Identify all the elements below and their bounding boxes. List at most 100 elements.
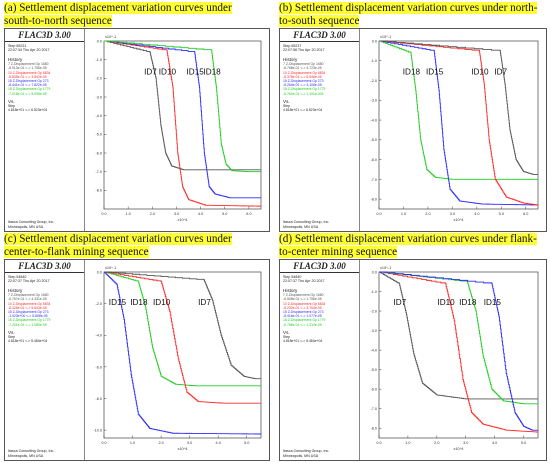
history-15-range: -8.264e-01 <-> 3.106e-05: [283, 83, 322, 88]
logo-divider: [5, 272, 84, 273]
annotation-id15: ID15: [187, 68, 205, 77]
x-tick-label: 2.0: [158, 441, 163, 445]
history-10-label: 10 Z-Displacement Gp 6834: [283, 301, 326, 306]
annotation-id10: ID10: [159, 68, 177, 77]
flac-window: FLAC3D 3.00 Step 65231 22:07:34 Thu Apr …: [4, 28, 270, 232]
annotation-id15: ID15: [484, 298, 502, 307]
series-id18: [379, 40, 538, 180]
footer-location: Minneapolis, MN USA: [283, 453, 319, 458]
x-tick-label: 3.0: [174, 212, 179, 216]
history-18-label: 18 Z-Displacement Gp 1779: [283, 87, 326, 92]
y-tick-label: -7.0: [95, 170, 102, 174]
history-10-range: -8.835e-01 <-> 3.842e-05: [8, 74, 47, 79]
step-text: Step 65231: [8, 44, 27, 48]
x-tick-label: 2.0: [425, 212, 430, 216]
series-id15: [379, 271, 538, 431]
x-tick-label: 5.0: [244, 441, 249, 445]
history-15-label: 15 Z-Displacement Gp 273: [283, 79, 324, 84]
history-7-label: 7 Z-Displacement Gp 1680: [283, 62, 324, 67]
step-label: Step: [8, 104, 15, 109]
time-text: 22:07:34 Thu Apr 20 2017: [8, 48, 50, 53]
y-tick-label: -5.0: [95, 133, 102, 137]
y-tick-label: -7.0: [370, 178, 377, 182]
vs-label: Vs.: [283, 98, 290, 104]
annotation-id7: ID7: [494, 68, 507, 77]
y-axis-multiplier: x10^-1: [380, 35, 391, 39]
x-tick-label: 6.0: [246, 212, 251, 216]
x-axis-multiplier: x10^4: [177, 218, 187, 222]
history-15-range: -8.416e-01 <-> 1.077e-05: [283, 314, 322, 319]
annotation-id10: ID10: [471, 68, 489, 77]
panel-title: (b) Settlement displacement variation cu…: [279, 2, 538, 27]
y-tick-label: -4.0: [95, 334, 102, 338]
y-tick-label: -6.0: [95, 151, 102, 155]
series-id15: [104, 271, 262, 435]
y-tick-label: -8.0: [95, 189, 102, 193]
x-tick-label: 0.0: [376, 441, 381, 445]
footer-location: Minneapolis, MN USA: [283, 224, 319, 229]
y-tick-label: -2.0: [95, 302, 102, 306]
series-id15: [379, 40, 539, 206]
series-id10: [379, 40, 539, 206]
x-tick-label: 2.0: [150, 212, 155, 216]
x-axis-multiplier: x10^4: [453, 447, 463, 451]
logo-divider: [5, 41, 84, 42]
panel-title: (c) Settlement displacement variation cu…: [4, 233, 232, 258]
x-tick-label: 4.0: [474, 212, 479, 216]
x-tick-label: 5.0: [222, 212, 227, 216]
history-7-range: -6.913e-01 <-> 1.756e-05: [8, 66, 47, 71]
series-id7: [379, 271, 538, 400]
y-tick-label: -1.0: [370, 290, 377, 294]
time-text: 22:07:37 Thu Apr 20 2017: [8, 279, 50, 284]
footer: Itasca Consulting Group, Inc. Minneapoli…: [8, 220, 54, 229]
history-18-range: -6.762e-01 <-> 1.151e-004: [283, 91, 324, 96]
chart-plot: 0.0 -2.0 -4.0 -6.0 -8.0 -10.0 0.0 1.0 2.0 3.0 4.0 5…: [93, 266, 262, 451]
history-18-label: 18 Z-Displacement Gp 1779: [8, 318, 51, 323]
history-7-label: 7 Z-Displacement Gp 1680: [8, 293, 49, 298]
history-7-range: -6.768e-01 <-> 4.723e-05: [283, 66, 322, 71]
vs-label: Vs.: [8, 329, 15, 335]
vs-label: Vs.: [283, 329, 290, 335]
annotation-id10: ID10: [437, 298, 455, 307]
history-15-label: 15 Z-Displacement Gp 273: [8, 310, 49, 315]
y-tick-label: -2.0: [370, 309, 377, 313]
series-id7: [379, 40, 538, 175]
panel-title-line2: south-to-north sequence: [4, 14, 112, 27]
x-tick-label: 1.0: [126, 212, 131, 216]
history-7-label: 7 Z-Displacement Gp 1680: [8, 62, 49, 67]
x-axis-multiplier: x10^4: [453, 218, 463, 222]
step-text: Step 54840: [283, 275, 302, 279]
y-tick-label: -3.0: [370, 99, 377, 103]
history-label: History: [283, 56, 298, 62]
history-18-range: -6.786e-01 <-> 1.210e-05: [283, 322, 322, 327]
annotation-id7: ID7: [393, 298, 406, 307]
footer-location: Minneapolis, MN USA: [8, 224, 44, 229]
history-18-range: -7.018e-01 <-> 5.098e-05: [8, 91, 47, 96]
step-label: Step: [283, 335, 290, 340]
x-tick-label: 3.0: [187, 441, 192, 445]
footer-company: Itasca Consulting Group, Inc.: [8, 220, 55, 225]
flac-window: FLAC3D 3.00 Step 65237 22:07:58 Thu Apr …: [279, 28, 547, 232]
step-label: Step: [8, 335, 15, 340]
series-id18: [379, 271, 538, 405]
history-18-label: 18 Z-Displacement Gp 1779: [283, 318, 326, 323]
y-tick-label: -8.0: [370, 427, 377, 431]
panel-title-line1: (d) Settlement displacement variation cu…: [279, 233, 537, 245]
panel-title-line1: (c) Settlement displacement variation cu…: [4, 233, 232, 245]
flac-logo: FLAC3D 3.00: [293, 30, 346, 40]
history-10-label: 10 Z-Displacement Gp 6834: [8, 301, 51, 306]
history-label: History: [283, 287, 298, 293]
flac-window: FLAC3D 3.00 Step 54840 22:07:37 Thu Apr …: [279, 259, 547, 461]
x-tick-label: 5.0: [499, 212, 504, 216]
plot-area: [378, 271, 539, 439]
history-15-range: -1.023e+00 <-> 5.868e-05: [8, 314, 48, 319]
annotation-id10: ID10: [153, 298, 171, 307]
info-sidebar: FLAC3D 3.00 Step 65231 22:07:34 Thu Apr …: [5, 29, 85, 231]
history-18-label: 18 Z-Displacement Gp 1779: [8, 87, 51, 92]
panel-title-line1: (a) Settlement displacement variation cu…: [4, 2, 232, 14]
y-tick-label: -6.0: [95, 365, 102, 369]
y-tick-label: -4.0: [370, 118, 377, 122]
history-10-range: -8.232e-01 <-> 3.764e-05: [283, 305, 322, 310]
history-10-label: 10 Z-Displacement Gp 6834: [8, 70, 51, 75]
annotation-id18: ID18: [459, 298, 477, 307]
